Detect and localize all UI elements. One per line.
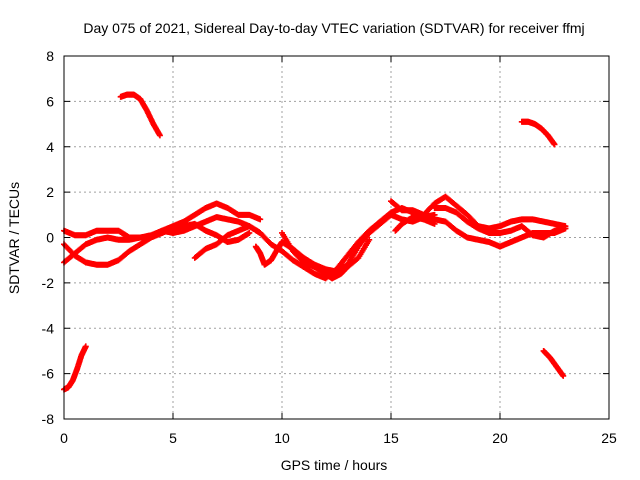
x-tick-label: 20 xyxy=(492,430,508,446)
data-point xyxy=(366,236,373,243)
x-axis-label: GPS time / hours xyxy=(281,457,388,473)
data-point xyxy=(257,216,264,223)
chart-title: Day 075 of 2021, Sidereal Day-to-day VTE… xyxy=(83,20,584,36)
x-tick-label: 15 xyxy=(383,430,399,446)
y-tick-label: 2 xyxy=(46,184,54,200)
x-tick-label: 10 xyxy=(274,430,290,446)
data-point xyxy=(82,343,89,350)
series-track-h xyxy=(392,214,569,250)
y-tick-label: -6 xyxy=(42,366,55,382)
x-tick-label: 5 xyxy=(169,430,177,446)
series-track-c xyxy=(61,220,253,266)
y-tick-label: 8 xyxy=(46,48,54,64)
data-point xyxy=(562,225,569,232)
axis-ticks: 0 5 10 15 20 25 -8 -6 -4 -2 0 2 4 6 8 xyxy=(42,48,617,446)
y-axis-label: SDTVAR / TECUs xyxy=(6,182,22,294)
x-tick-label: 25 xyxy=(601,430,617,446)
series-arc-bottom-1 xyxy=(61,343,89,393)
x-tick-label: 0 xyxy=(60,430,68,446)
y-tick-label: 6 xyxy=(46,93,54,109)
y-tick-label: 4 xyxy=(46,139,54,155)
data-points xyxy=(61,91,569,393)
data-point xyxy=(156,132,163,139)
y-tick-label: 0 xyxy=(46,230,54,246)
data-point xyxy=(551,141,558,148)
y-tick-label: -4 xyxy=(42,320,55,336)
series-arc-bottom-2 xyxy=(540,347,567,379)
series-track-i xyxy=(431,205,569,241)
data-point xyxy=(246,229,253,236)
series-track-f xyxy=(279,229,373,282)
series-track-e xyxy=(252,211,438,275)
y-tick-label: -8 xyxy=(42,411,55,427)
series-arc-top-1 xyxy=(117,91,163,139)
series-arc-top-2 xyxy=(518,118,558,148)
y-tick-label: -2 xyxy=(42,275,55,291)
data-point xyxy=(560,372,567,379)
